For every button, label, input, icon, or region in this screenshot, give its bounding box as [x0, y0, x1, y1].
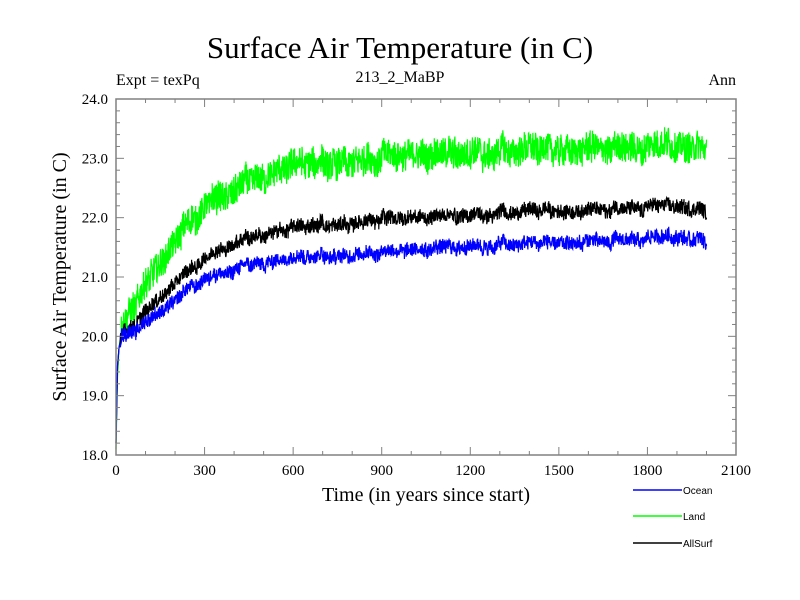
legend: Ocean Land AllSurf	[633, 486, 713, 550]
legend-label-allsurf: AllSurf	[683, 539, 713, 550]
series-line-ocean	[115, 226, 708, 444]
chart-title: Surface Air Temperature (in C)	[206, 30, 594, 65]
x-tick-label: 1500	[544, 463, 574, 479]
x-tick-label: 900	[370, 463, 393, 479]
x-tick-label: 1800	[632, 463, 662, 479]
season-annotation: Ann	[708, 72, 736, 89]
y-tick-label: 21.0	[82, 270, 108, 286]
x-tick-label: 300	[193, 463, 216, 479]
y-tick-label: 18.0	[82, 448, 108, 464]
y-tick-label: 22.0	[82, 211, 108, 227]
x-tick-label: 2100	[721, 463, 751, 479]
chart-subtitle: 213_2_MaBP	[355, 69, 445, 86]
y-tick-label: 19.0	[82, 389, 108, 405]
y-axis-label: Surface Air Temperature (in C)	[49, 152, 71, 401]
series-line-land	[115, 127, 708, 450]
y-tick-label: 20.0	[82, 329, 108, 345]
x-tick-label: 1200	[455, 463, 485, 479]
ticks-layer: 0 300 600 900 1200 1500 1800 2100 18.0 19.0 20.0 21…	[82, 92, 751, 479]
legend-label-land: Land	[683, 512, 705, 523]
x-tick-label: 600	[282, 463, 305, 479]
series-layer	[115, 127, 708, 450]
series-line-allsurf	[115, 195, 708, 444]
legend-label-ocean: Ocean	[683, 486, 712, 497]
experiment-annotation: Expt = texPq	[116, 72, 200, 89]
y-tick-label: 24.0	[82, 92, 108, 108]
y-tick-label: 23.0	[82, 151, 108, 167]
x-tick-label: 0	[112, 463, 120, 479]
x-axis-label: Time (in years since start)	[322, 484, 530, 506]
